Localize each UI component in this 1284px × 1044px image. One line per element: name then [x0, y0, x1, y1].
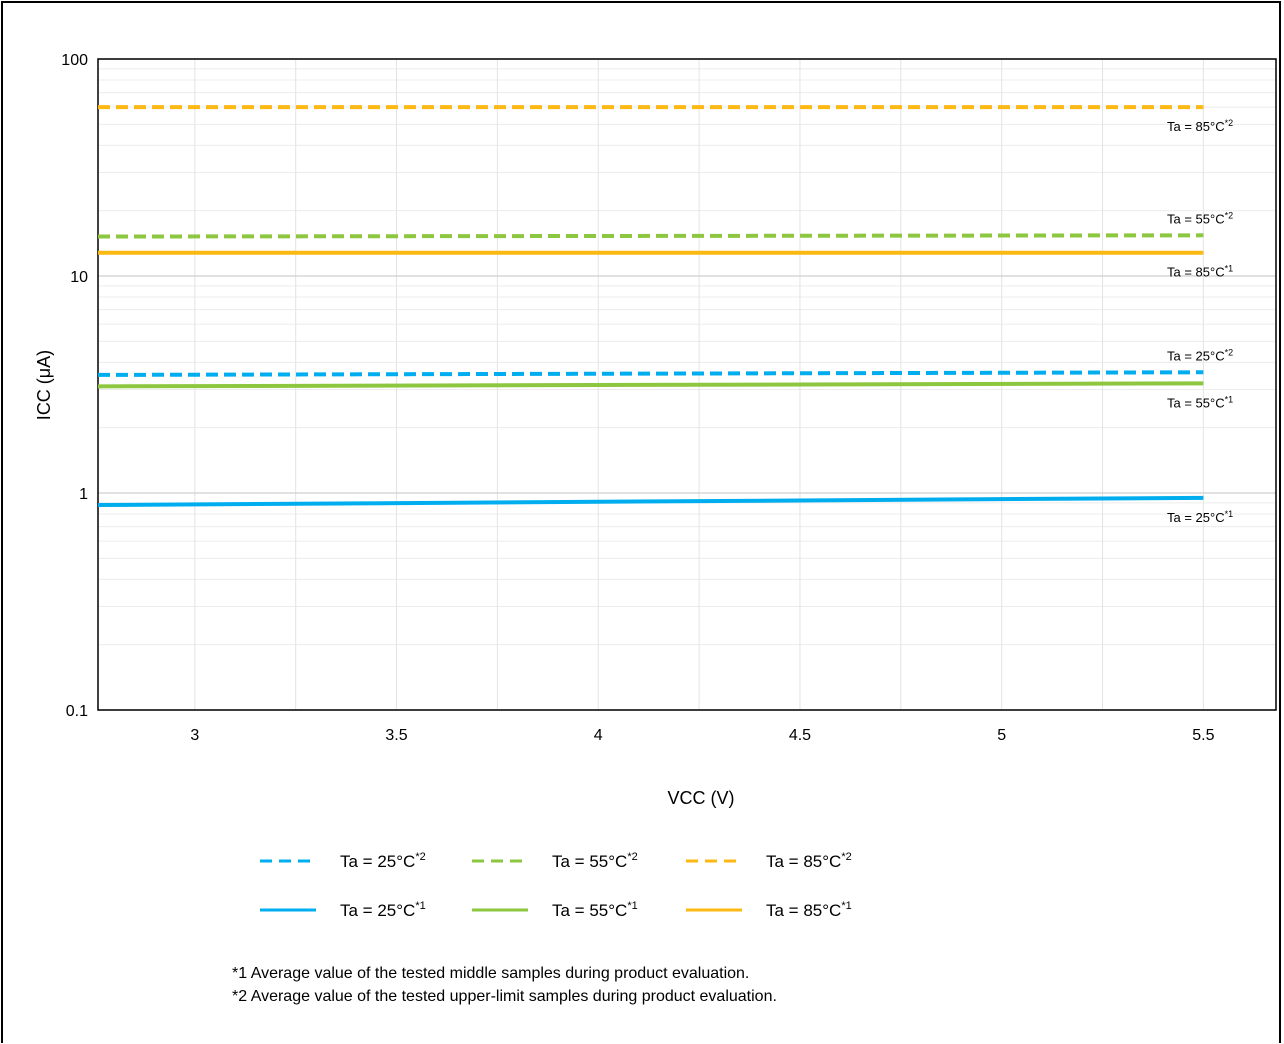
- series-line: [97, 495, 1204, 508]
- series-line: [97, 233, 1204, 239]
- y-tick-label: 1: [79, 486, 88, 503]
- x-tick-label: 3: [190, 727, 199, 744]
- legend: Ta = 25°C*2 Ta = 55°C*2 Ta = 85°C*2 Ta = 25…: [260, 851, 852, 920]
- footnote-2: *2 Average value of the tested upper-lim…: [232, 988, 777, 1005]
- y-tick-labels: 0.1 1 10 100: [61, 52, 88, 720]
- footnotes: *1 Average value of the tested middle sa…: [232, 962, 777, 1008]
- series-line: [97, 381, 1204, 389]
- x-tick-label: 5: [997, 727, 1006, 744]
- legend-label: Ta = 25°C*2: [340, 851, 426, 871]
- line-annotation: Ta = 25°C*2: [1167, 347, 1233, 363]
- legend-label: Ta = 55°C*2: [552, 851, 638, 871]
- series-line: [97, 370, 1204, 377]
- x-tick-label: 3.5: [385, 727, 407, 744]
- line-annotation: Ta = 55°C*1: [1167, 394, 1233, 410]
- legend-label: Ta = 25°C*1: [340, 900, 426, 920]
- y-tick-label: 100: [61, 52, 88, 69]
- line-annotation: Ta = 25°C*1: [1167, 509, 1233, 525]
- x-axis-label: VCC (V): [668, 788, 735, 808]
- series-lines: [97, 105, 1204, 508]
- line-annotations: Ta = 85°C*2 Ta = 55°C*2 Ta = 85°C*1 Ta = 25…: [1167, 118, 1233, 525]
- line-annotation: Ta = 55°C*2: [1167, 210, 1233, 226]
- legend-label: Ta = 85°C*2: [766, 851, 852, 871]
- legend-label: Ta = 55°C*1: [552, 900, 638, 920]
- y-tick-label: 10: [70, 269, 88, 286]
- line-annotation: Ta = 85°C*1: [1167, 264, 1233, 280]
- y-axis-label: ICC (μA): [34, 350, 54, 420]
- legend-label: Ta = 85°C*1: [766, 900, 852, 920]
- x-tick-labels: 3 3.5 4 4.5 5 5.5: [190, 727, 1214, 744]
- y-tick-label: 0.1: [66, 703, 88, 720]
- x-tick-label: 4: [594, 727, 603, 744]
- x-tick-label: 4.5: [789, 727, 811, 744]
- x-tick-label: 5.5: [1192, 727, 1214, 744]
- line-annotation: Ta = 85°C*2: [1167, 118, 1233, 134]
- footnote-1: *1 Average value of the tested middle sa…: [232, 965, 750, 982]
